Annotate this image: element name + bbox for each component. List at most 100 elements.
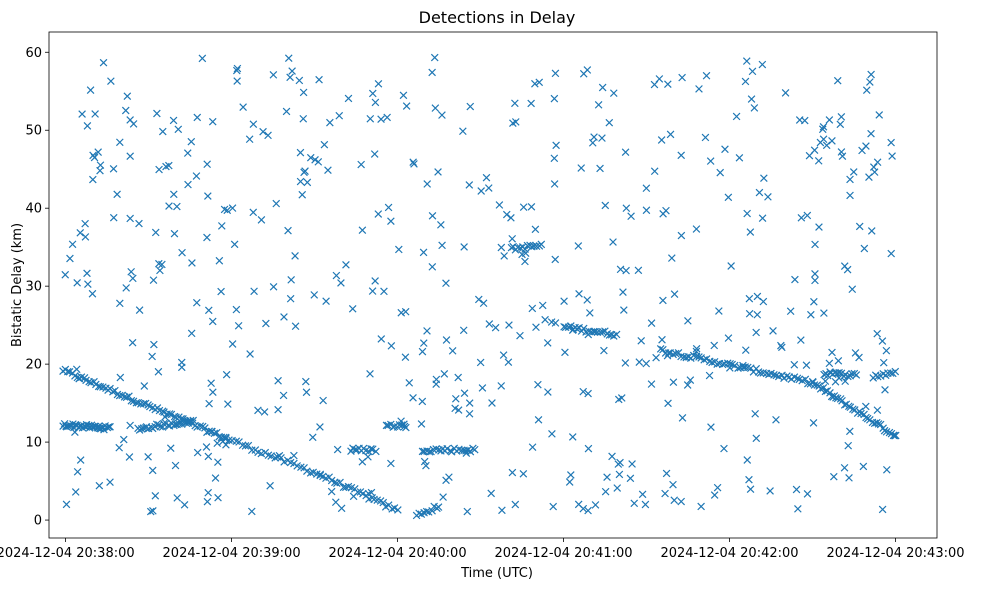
data-point bbox=[666, 130, 675, 139]
data-point bbox=[173, 494, 182, 502]
data-point bbox=[840, 262, 849, 270]
data-point bbox=[669, 480, 677, 489]
data-point bbox=[337, 279, 345, 287]
data-point bbox=[641, 500, 650, 509]
data-point bbox=[154, 367, 163, 376]
data-point bbox=[579, 69, 588, 78]
data-point bbox=[266, 481, 274, 490]
data-point bbox=[232, 66, 241, 75]
data-point bbox=[189, 416, 198, 425]
data-point bbox=[335, 111, 344, 120]
data-point bbox=[807, 310, 815, 319]
data-point bbox=[439, 493, 447, 501]
data-point bbox=[116, 373, 125, 382]
data-point bbox=[720, 444, 728, 453]
data-point bbox=[151, 228, 160, 237]
data-point bbox=[605, 118, 614, 127]
data-point bbox=[384, 203, 393, 212]
data-point bbox=[700, 355, 708, 364]
data-point bbox=[638, 490, 647, 499]
x-tick-label: 2024-12-04 20:40:00 bbox=[329, 546, 467, 561]
data-point bbox=[619, 306, 628, 314]
data-point bbox=[873, 372, 882, 381]
data-point bbox=[83, 269, 91, 278]
data-point bbox=[755, 188, 764, 197]
data-point bbox=[204, 306, 213, 315]
data-point bbox=[531, 225, 540, 234]
data-point bbox=[678, 73, 686, 82]
data-point bbox=[300, 168, 308, 177]
data-point bbox=[516, 331, 524, 340]
data-point bbox=[418, 397, 427, 406]
data-point bbox=[508, 468, 517, 477]
data-point bbox=[532, 242, 541, 251]
data-point bbox=[367, 444, 375, 453]
data-point bbox=[743, 456, 752, 464]
data-point bbox=[845, 474, 853, 482]
data-point bbox=[217, 222, 226, 230]
data-point bbox=[543, 339, 552, 347]
x-axis-ticks: 2024-12-04 20:38:00 2024-12-04 20:39:00 20… bbox=[0, 538, 965, 561]
data-point bbox=[164, 161, 173, 170]
data-point bbox=[459, 127, 467, 136]
data-point bbox=[752, 328, 760, 337]
data-point bbox=[151, 491, 160, 500]
data-point bbox=[528, 443, 537, 451]
data-point bbox=[249, 208, 258, 217]
data-point bbox=[81, 233, 90, 241]
data-point bbox=[172, 413, 180, 422]
data-point bbox=[357, 160, 365, 169]
data-point bbox=[220, 205, 229, 214]
data-point bbox=[499, 351, 508, 359]
data-point bbox=[764, 193, 772, 201]
data-point bbox=[844, 441, 853, 450]
data-point bbox=[198, 54, 207, 63]
data-point bbox=[783, 372, 791, 380]
data-point bbox=[301, 377, 310, 386]
data-point bbox=[246, 350, 254, 358]
data-point bbox=[150, 340, 158, 349]
data-point bbox=[103, 423, 112, 432]
data-point bbox=[838, 152, 847, 161]
data-point bbox=[135, 306, 144, 314]
data-point bbox=[113, 190, 121, 199]
data-point bbox=[128, 338, 137, 347]
data-point bbox=[677, 151, 686, 160]
data-point bbox=[66, 254, 74, 263]
data-point bbox=[442, 336, 451, 344]
data-point bbox=[116, 138, 124, 147]
data-point bbox=[819, 122, 828, 131]
data-point bbox=[337, 504, 346, 513]
data-point bbox=[840, 401, 849, 409]
data-point bbox=[430, 53, 439, 62]
data-point bbox=[72, 365, 81, 374]
chart-title: Detections in Delay bbox=[419, 8, 576, 27]
data-point bbox=[803, 211, 812, 220]
data-point bbox=[326, 118, 334, 127]
data-point bbox=[860, 244, 869, 253]
data-point bbox=[288, 67, 296, 75]
data-point bbox=[228, 204, 237, 212]
y-tick-label: 60 bbox=[25, 46, 42, 61]
data-point bbox=[291, 322, 300, 331]
data-point bbox=[882, 465, 891, 474]
data-point bbox=[462, 449, 471, 457]
data-point bbox=[716, 168, 725, 177]
data-point bbox=[855, 353, 863, 362]
x-tick-label: 2024-12-04 20:42:00 bbox=[660, 546, 798, 561]
data-point bbox=[86, 86, 95, 94]
data-point bbox=[753, 310, 762, 319]
data-point bbox=[109, 213, 118, 222]
data-point bbox=[127, 267, 135, 276]
data-point bbox=[371, 98, 380, 107]
data-point bbox=[311, 155, 319, 164]
data-point bbox=[829, 393, 837, 401]
data-point bbox=[498, 506, 506, 515]
data-point bbox=[617, 394, 626, 402]
data-point bbox=[695, 85, 703, 93]
data-point bbox=[551, 255, 560, 264]
data-point bbox=[125, 453, 134, 461]
data-point bbox=[588, 139, 597, 147]
data-point bbox=[127, 396, 136, 405]
data-point bbox=[549, 502, 558, 511]
